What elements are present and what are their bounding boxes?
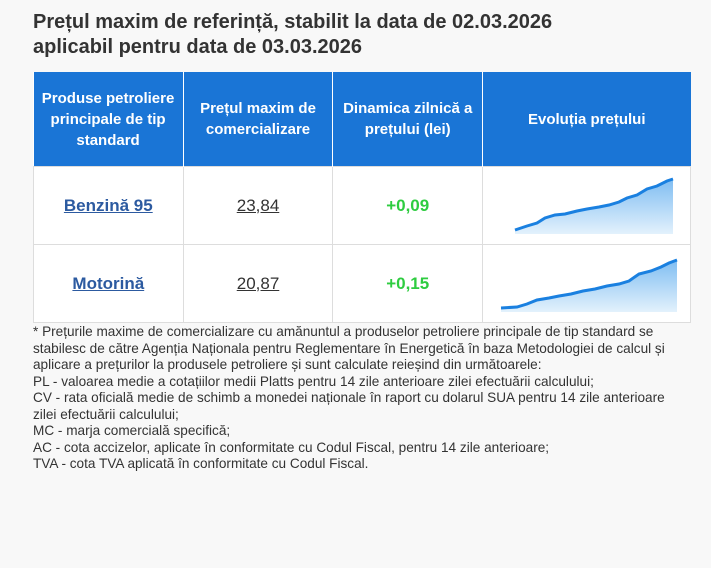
product-link[interactable]: Motorină — [72, 273, 145, 293]
note-line: CV - rata oficială medie de schimb a mon… — [33, 390, 665, 422]
title-line: aplicabil pentru data de 03.03.2026 — [33, 36, 363, 58]
sparkline-line — [500, 258, 678, 310]
product-link[interactable]: Benzină 95 — [63, 195, 153, 215]
note-line: AC - cota accizelor, aplicate în conform… — [33, 439, 550, 455]
change: +0,09 — [332, 166, 483, 245]
sparkline — [514, 177, 673, 234]
note-line: MC - marja comercială specifică; — [33, 423, 231, 438]
footnote: * Prețurile maxime de comercializare cu … — [33, 324, 673, 473]
header-cell: Produse petroliere principale de tip sta… — [33, 72, 184, 167]
sparkline-cell — [482, 244, 691, 323]
row: Motorină 20,87 +0,15 — [33, 244, 691, 323]
header-cell: Evoluția prețului — [482, 72, 691, 167]
row: Benzină 95 23,84 +0,09 — [33, 166, 691, 245]
sparkline — [500, 258, 678, 312]
price: 20,87 — [182, 244, 334, 323]
note-line: TVA - cota TVA aplicată în conformitate … — [33, 456, 369, 471]
title: Prețul maxim de referință, stabilit la d… — [33, 10, 552, 60]
sparkline-cell — [482, 166, 691, 245]
price-table: Produse petroliere principale de tip sta… — [33, 72, 691, 323]
sparkline-line — [514, 177, 673, 232]
cell: Motorină — [33, 244, 184, 323]
title-line: Prețul maxim de referință, stabilit la d… — [33, 11, 553, 33]
cell: Benzină 95 — [33, 166, 184, 245]
sparkline-area — [514, 179, 673, 234]
note-line: * Prețurile maxime de comercializare cu … — [33, 324, 665, 372]
price: 23,84 — [182, 166, 334, 245]
header-cell: Dinamica zilnică a prețului (lei) — [332, 72, 483, 167]
change: +0,15 — [332, 244, 483, 323]
note-line: PL - valoarea medie a cotațiilor medii P… — [33, 373, 594, 389]
header-cell: Prețul maxim de comercializare — [183, 72, 334, 167]
header-row: Produse petroliere principale de tip sta… — [33, 72, 691, 167]
